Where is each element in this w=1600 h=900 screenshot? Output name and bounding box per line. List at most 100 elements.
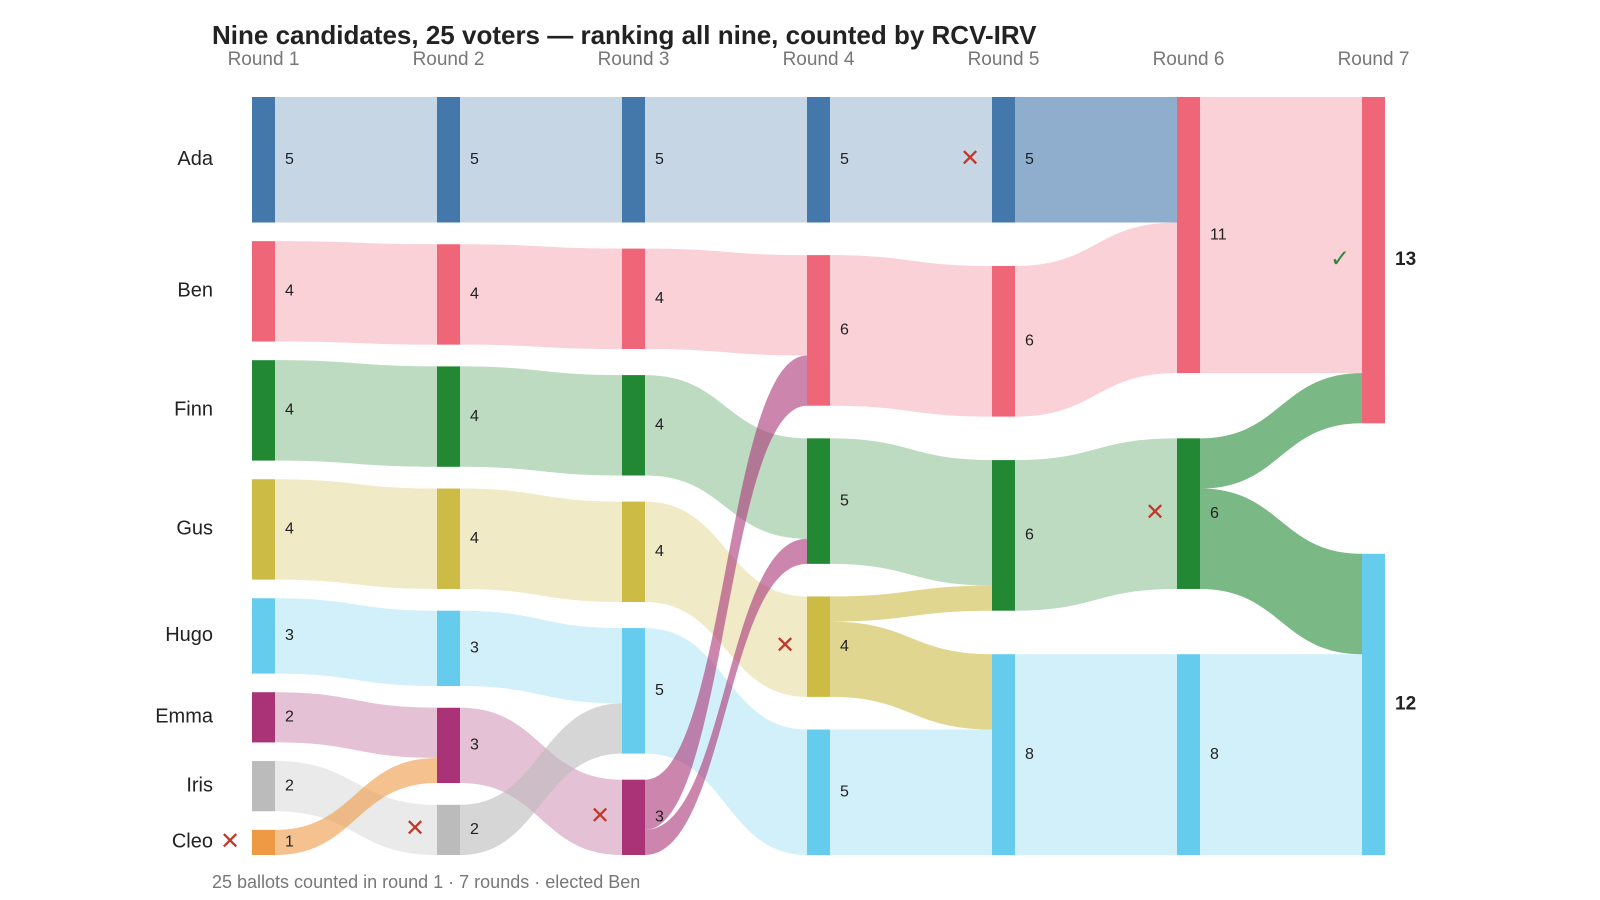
count-ada-round-1: 5 bbox=[285, 151, 294, 168]
flow-ada-to-ada-r1 bbox=[275, 97, 437, 223]
flow-ben-to-ben-r5 bbox=[1015, 222, 1177, 417]
node-gus-round-3 bbox=[622, 501, 645, 602]
final-total-ben: 13 bbox=[1395, 249, 1416, 270]
node-hugo-round-1 bbox=[252, 598, 275, 674]
node-gus-round-2 bbox=[437, 488, 460, 589]
count-ben-round-4: 6 bbox=[840, 322, 849, 339]
node-ben-round-1 bbox=[252, 241, 275, 342]
node-cleo-round-1 bbox=[252, 829, 275, 855]
flow-ada-to-ben-r5 bbox=[1015, 97, 1177, 223]
count-ben-round-1: 4 bbox=[285, 283, 294, 300]
count-hugo-round-1: 3 bbox=[285, 627, 294, 644]
flow-links bbox=[275, 97, 1362, 855]
count-ben-round-2: 4 bbox=[470, 286, 479, 303]
count-hugo-round-4: 5 bbox=[840, 783, 849, 800]
chart-labels: Round 1 5 Ada 4 Ben 4 Finn 4 Gus 3 Hugo 2 Emma 2 Iris 1… bbox=[155, 49, 1416, 855]
flow-ben-to-ben-r6 bbox=[1200, 97, 1362, 374]
candidate-label-cleo: Cleo bbox=[172, 831, 213, 853]
candidate-label-finn: Finn bbox=[174, 399, 213, 421]
count-ada-round-5: 5 bbox=[1025, 151, 1034, 168]
flow-hugo-to-hugo-r6 bbox=[1200, 654, 1362, 855]
node-finn-round-5 bbox=[992, 460, 1015, 611]
count-ada-round-2: 5 bbox=[470, 151, 479, 168]
chart-title: Nine candidates, 25 voters — ranking all… bbox=[212, 20, 1037, 50]
final-total-hugo: 12 bbox=[1395, 693, 1416, 714]
flow-hugo-to-hugo-r1 bbox=[275, 598, 437, 686]
flow-hugo-to-hugo-r5 bbox=[1015, 654, 1177, 855]
flow-ben-to-ben-r2 bbox=[460, 244, 622, 349]
node-emma-round-2 bbox=[437, 707, 460, 784]
flow-ada-to-ada-r3 bbox=[645, 97, 807, 223]
count-finn-round-1: 4 bbox=[285, 402, 294, 419]
eliminated-icon-iris: ✕ bbox=[405, 815, 425, 842]
round-label-4: Round 4 bbox=[783, 49, 855, 70]
node-ada-round-2 bbox=[437, 97, 460, 223]
node-ada-round-4 bbox=[807, 97, 830, 223]
flow-ben-to-ben-r3 bbox=[645, 248, 807, 356]
count-finn-round-2: 4 bbox=[470, 408, 479, 425]
node-iris-round-1 bbox=[252, 761, 275, 812]
flow-ben-to-ben-r4 bbox=[830, 255, 992, 417]
node-hugo-round-3 bbox=[622, 628, 645, 754]
count-hugo-round-2: 3 bbox=[470, 640, 479, 657]
count-ada-round-4: 5 bbox=[840, 151, 849, 168]
node-ben-round-5 bbox=[992, 266, 1015, 417]
count-finn-round-4: 5 bbox=[840, 492, 849, 509]
flow-hugo-to-hugo-r3 bbox=[645, 628, 807, 855]
node-finn-round-4 bbox=[807, 438, 830, 564]
eliminated-icon-ada: ✕ bbox=[960, 145, 980, 172]
node-finn-round-1 bbox=[252, 360, 275, 461]
node-ada-round-5 bbox=[992, 97, 1015, 223]
eliminated-icon-emma: ✕ bbox=[590, 803, 610, 830]
node-emma-round-3 bbox=[622, 779, 645, 855]
flow-hugo-to-hugo-r2 bbox=[460, 610, 622, 704]
count-hugo-round-3: 5 bbox=[655, 682, 664, 699]
winner-check-icon: ✓ bbox=[1330, 245, 1350, 272]
node-finn-round-3 bbox=[622, 375, 645, 476]
eliminated-icon-finn: ✕ bbox=[1145, 499, 1165, 526]
flow-finn-to-finn-r5 bbox=[1015, 438, 1177, 611]
count-ben-round-5: 6 bbox=[1025, 333, 1034, 350]
flow-emma-to-emma-r1 bbox=[275, 692, 437, 758]
flow-finn-to-hugo-r6 bbox=[1200, 488, 1362, 655]
candidate-nodes bbox=[252, 97, 1385, 855]
count-cleo-round-1: 1 bbox=[285, 834, 294, 851]
count-gus-round-1: 4 bbox=[285, 521, 294, 538]
flow-iris-to-hugo-r2 bbox=[460, 703, 622, 855]
node-ben-round-2 bbox=[437, 244, 460, 345]
candidate-label-hugo: Hugo bbox=[165, 624, 213, 646]
node-hugo-round-2 bbox=[437, 610, 460, 686]
node-gus-round-4 bbox=[807, 596, 830, 697]
count-finn-round-6: 6 bbox=[1210, 505, 1219, 522]
candidate-label-ada: Ada bbox=[177, 148, 213, 170]
node-finn-round-6 bbox=[1177, 438, 1200, 589]
count-ada-round-3: 5 bbox=[655, 151, 664, 168]
node-ada-round-3 bbox=[622, 97, 645, 223]
eliminated-icon-gus: ✕ bbox=[775, 632, 795, 659]
flow-emma-to-finn-r3 bbox=[645, 538, 807, 855]
candidate-label-emma: Emma bbox=[155, 706, 214, 728]
node-emma-round-1 bbox=[252, 692, 275, 743]
round-label-5: Round 5 bbox=[968, 49, 1040, 70]
flow-gus-to-gus-r2 bbox=[460, 488, 622, 602]
node-ben-round-7 bbox=[1362, 97, 1385, 424]
node-hugo-round-5 bbox=[992, 654, 1015, 855]
count-gus-round-2: 4 bbox=[470, 530, 479, 547]
node-ben-round-3 bbox=[622, 248, 645, 349]
flow-finn-to-ben-r6 bbox=[1200, 373, 1362, 489]
round-label-2: Round 2 bbox=[413, 49, 485, 70]
node-ada-round-1 bbox=[252, 97, 275, 223]
count-finn-round-3: 4 bbox=[655, 417, 664, 434]
node-gus-round-1 bbox=[252, 479, 275, 580]
flow-finn-to-finn-r1 bbox=[275, 360, 437, 467]
round-label-7: Round 7 bbox=[1338, 49, 1410, 70]
eliminated-icon-cleo: ✕ bbox=[220, 828, 240, 855]
node-iris-round-2 bbox=[437, 804, 460, 855]
flow-gus-to-gus-r1 bbox=[275, 479, 437, 589]
flow-finn-to-finn-r2 bbox=[460, 366, 622, 476]
round-label-3: Round 3 bbox=[598, 49, 670, 70]
node-hugo-round-4 bbox=[807, 729, 830, 855]
count-ben-round-6: 11 bbox=[1210, 226, 1227, 243]
flow-gus-to-finn-r4 bbox=[830, 585, 992, 622]
